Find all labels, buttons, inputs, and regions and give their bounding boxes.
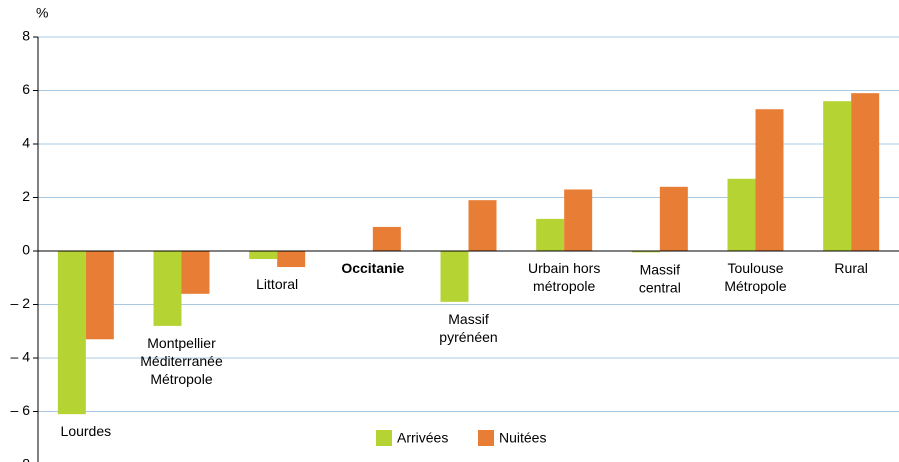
x-tick-label: Urbain hors métropole [528, 260, 600, 294]
bar [440, 251, 469, 302]
y-tick-label: – 8 [11, 456, 31, 462]
y-tick-label: 2 [22, 188, 30, 204]
bar [57, 251, 86, 415]
bar [181, 251, 210, 294]
x-tick-label: Lourdes [61, 423, 112, 439]
legend-label: Nuitées [499, 430, 546, 446]
bar [153, 251, 182, 326]
x-tick-label: Massif central [639, 261, 681, 295]
x-tick-label: Littoral [256, 276, 298, 292]
y-tick-label: – 2 [11, 295, 31, 311]
bar [851, 93, 880, 251]
bar [755, 109, 784, 251]
bar [659, 186, 688, 251]
x-tick-label: Massif pyrénéen [439, 311, 497, 345]
legend-swatch [478, 430, 494, 446]
y-tick-label: 6 [22, 81, 30, 97]
legend-label: Arrivées [397, 430, 448, 446]
bar [727, 178, 756, 251]
x-tick-label: Montpellier Méditerranée Métropole [140, 335, 223, 387]
bar [536, 218, 565, 251]
y-tick-label: – 6 [11, 402, 31, 418]
bar [85, 251, 114, 340]
bar [564, 189, 593, 251]
bar [277, 251, 306, 268]
bar [823, 101, 852, 251]
bar [468, 200, 497, 251]
y-axis-label: % [36, 5, 48, 21]
bar [249, 251, 278, 260]
x-tick-label: Occitanie [341, 260, 404, 276]
y-tick-label: 4 [22, 135, 30, 151]
y-tick-label: 8 [22, 28, 30, 44]
bar [372, 226, 401, 251]
y-tick-label: 0 [22, 242, 30, 258]
x-tick-label: Rural [834, 260, 867, 276]
legend-swatch [376, 430, 392, 446]
bar [631, 251, 660, 253]
y-tick-label: – 4 [11, 349, 31, 365]
x-tick-label: Toulouse Métropole [724, 260, 786, 294]
